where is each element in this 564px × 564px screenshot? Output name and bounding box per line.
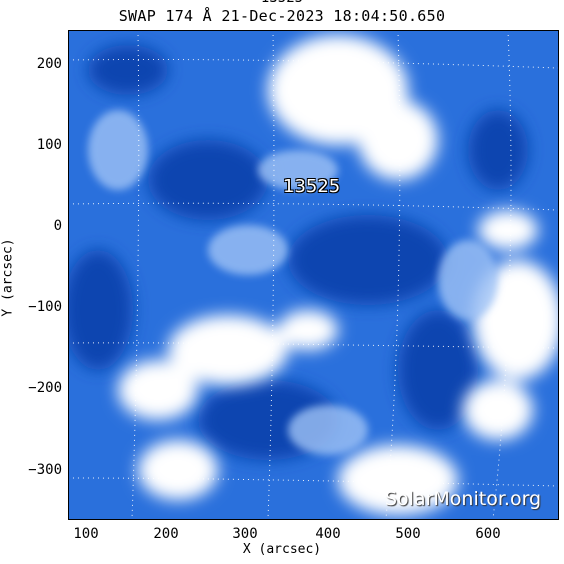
solar-image-svg <box>68 30 558 519</box>
y-tick-label: −100 <box>28 299 62 315</box>
title-text: SWAP 174 Å 21-Dec-2023 18:04:50.650 <box>118 7 446 25</box>
x-tick-label: 400 <box>315 526 341 542</box>
x-tick-label: 200 <box>153 526 179 542</box>
y-tick-label: 200 <box>36 56 62 72</box>
x-axis-label: X (arcsec) <box>242 542 322 557</box>
x-tick-label: 300 <box>232 526 258 542</box>
y-tick-label: −300 <box>28 462 62 478</box>
image-title: 13525 SWAP 174 Å 21-Dec-2023 18:04:50.65… <box>0 0 564 30</box>
x-tick-label: 100 <box>73 526 99 542</box>
y-tick-label: 100 <box>36 137 62 153</box>
solar-euv-image <box>68 30 558 519</box>
active-region-label: 13525 <box>283 176 341 197</box>
x-tick-label: 600 <box>475 526 501 542</box>
x-tick-label: 500 <box>395 526 421 542</box>
y-tick-label: 0 <box>53 218 62 234</box>
title-cut-region-label: 13525 <box>0 0 564 6</box>
watermark: SolarMonitor.org <box>385 488 542 510</box>
y-tick-label: −200 <box>28 380 62 396</box>
y-axis-label: Y (arcsec) <box>0 238 16 317</box>
